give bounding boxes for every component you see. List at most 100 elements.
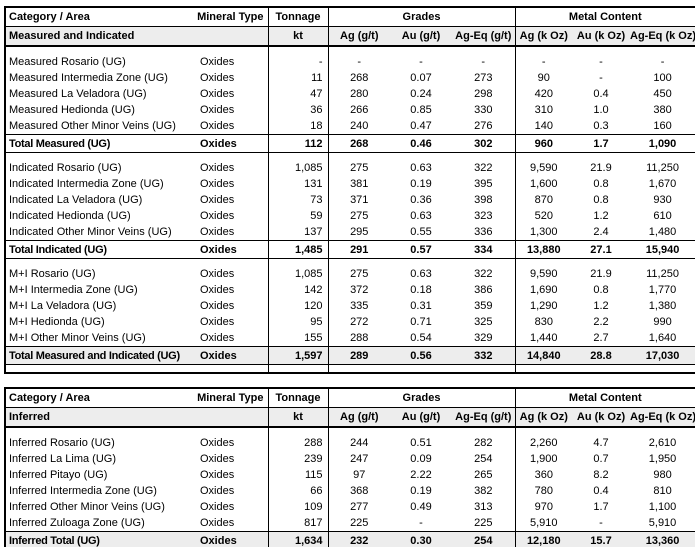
value-cell: 11,250 [646,268,679,280]
area-cell: Inferred La Lima (UG) [9,453,116,465]
spacer-cell [514,152,695,160]
unit-header: Ag-Eq (g/t) [452,26,516,47]
value-cell: 28.8 [572,346,631,365]
total-row: Inferred Total (UG) Oxides 1,634 232 0.30 254… [5,531,695,547]
value-cell: 268 [327,70,390,86]
value-cell: 4.7 [593,437,609,449]
value-cell: 1,085 [267,160,328,176]
spacer-cell [5,259,268,267]
mineral-type-cell: Oxides [200,210,235,222]
value-cell: 386 [474,284,493,296]
value-cell: 1,640 [648,332,677,344]
value-cell: 0.57 [390,240,452,259]
area-cell: M+I La Veladora (UG) [9,300,117,312]
data-row: Indicated La Veladora (UG) Oxides 73 371 0.3… [5,192,695,208]
mineral-type-cell: Oxides [200,72,235,84]
data-row: Indicated Intermedia Zone (UG) Oxides 131 3… [5,176,695,192]
value-cell: 273 [474,72,493,84]
value-cell: 160 [653,120,672,132]
area-cell: Measured Hedionda (UG) [9,104,135,116]
value-cell: 450 [653,88,672,100]
mineral-type-cell: Oxides [200,437,235,449]
data-row: Inferred Rosario (UG) Oxides 288 244 0.51 282… [5,435,695,451]
mineral-type-cell: Oxides [200,194,235,206]
header-group-row: Category / Area Mineral Type Tonnage Grades… [5,388,695,408]
value-cell: 0.51 [410,437,432,449]
area-cell: Measured La Veladora (UG) [9,88,147,100]
value-cell: 0.8 [593,178,609,190]
mineral-type-cell: Oxides [200,162,235,174]
value-cell: 73 [267,192,328,208]
value-cell: 1,634 [267,531,328,547]
mineral-type-cell: Oxides [200,316,235,328]
value-cell: 0.19 [410,485,432,497]
area-cell: Indicated Intermedia Zone (UG) [9,178,164,190]
mineral-type-header: Mineral Type [193,7,268,27]
area-cell: Measured Intermedia Zone (UG) [9,72,168,84]
value-cell: 1.7 [593,501,609,513]
mineral-type-cell: Oxides [193,240,268,259]
value-cell: 0.49 [410,501,432,513]
value-cell: 1,090 [630,134,695,153]
value-cell: 8.2 [593,469,609,481]
value-cell: 1,950 [648,453,677,465]
value-cell: 360 [514,467,573,483]
value-cell: 36 [267,102,328,118]
unit-header: Au (g/t) [390,26,452,47]
value-cell: 359 [474,300,493,312]
value-cell: 288 [327,330,390,347]
value-cell: 368 [327,483,390,499]
spacer-row [5,364,695,373]
value-cell: 323 [474,210,493,222]
value-cell: 265 [474,469,493,481]
area-cell: Indicated Rosario (UG) [9,162,122,174]
mineral-type-cell: Oxides [200,178,235,190]
value-cell: 1,100 [648,501,677,513]
unit-header: kt [267,407,328,428]
value-cell: 47 [267,86,328,102]
value-cell: 298 [474,88,493,100]
value-cell: 1,600 [514,176,573,192]
value-cell: 0.8 [593,284,609,296]
value-cell: 247 [327,451,390,467]
spacer-cell [327,46,516,54]
unit-header: Ag (g/t) [327,26,390,47]
value-cell: 336 [474,226,493,238]
value-cell: 288 [267,435,328,451]
value-cell: 268 [327,134,390,153]
value-cell: 0.36 [410,194,432,206]
data-row: Measured Hedionda (UG) Oxides 36 266 0.85 330… [5,102,695,118]
value-cell: 334 [452,240,516,259]
value-cell: 2.22 [410,469,432,481]
value-cell: 276 [474,120,493,132]
spacer-cell [514,46,695,54]
value-cell: 332 [452,346,516,365]
table-body: Inferred Rosario (UG) Oxides 288 244 0.51 282… [5,427,695,547]
area-cell: Total Measured (UG) [5,134,193,153]
value-cell: 1,597 [267,346,328,365]
mineral-type-cell: Oxides [200,284,235,296]
value-cell: 990 [653,316,672,328]
header-group-row: Category / Area Mineral Type Tonnage Grades… [5,7,695,27]
value-cell: 275 [327,160,390,176]
value-cell: 398 [474,194,493,206]
value-cell: 610 [653,210,672,222]
data-row: Indicated Rosario (UG) Oxides 1,085 275 0.63… [5,160,695,176]
value-cell: 21.9 [590,268,612,280]
spacer-cell [5,46,268,54]
metal-content-group-header: Metal Content [514,388,695,408]
value-cell: 0.46 [390,134,452,153]
value-cell: 295 [327,224,390,241]
spacer-cell [267,258,328,266]
header-units-row: Measured and Indicated kt Ag (g/t) Au (g/t)… [5,26,695,47]
value-cell: - [599,72,603,84]
value-cell: 0.63 [410,210,432,222]
value-cell: - [419,56,423,68]
value-cell: 9,590 [514,160,573,176]
value-cell: 520 [514,208,573,224]
value-cell: 13,880 [514,240,573,259]
spacer-row [5,46,695,54]
value-cell: 11 [267,70,328,86]
mineral-type-cell: Oxides [200,300,235,312]
table-header: Category / Area Mineral Type Tonnage Grades… [5,7,695,47]
